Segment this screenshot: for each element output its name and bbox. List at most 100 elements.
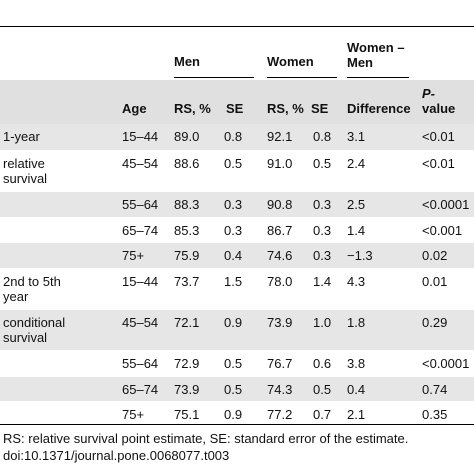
table-row: 55–64 72.9 0.5 76.7 0.6 3.8 <0.0001 <box>0 351 474 377</box>
cell-difference: 1.8 <box>347 315 366 330</box>
cell-rs-men: 89.0 <box>174 129 200 144</box>
column-header-pvalue-line1: P- <box>422 86 435 101</box>
footnote-definitions: RS: relative survival point estimate, SE… <box>3 431 409 446</box>
header-women: Women <box>267 54 314 69</box>
cell-difference: 0.4 <box>347 382 366 397</box>
table-row: 65–74 85.3 0.3 86.7 0.3 1.4 <0.001 <box>0 218 474 243</box>
table-row: 1-year 15–44 89.0 0.8 92.1 0.8 3.1 <0.01 <box>0 124 474 151</box>
cell-se-women: 0.5 <box>313 156 332 171</box>
cell-age: 15–44 <box>122 274 159 289</box>
table-row: relative survival 45–54 88.6 0.5 91.0 0.5 2.4 <… <box>0 151 474 192</box>
row-separator <box>0 268 474 269</box>
cell-age: 65–74 <box>122 382 159 397</box>
column-header-se-women: SE <box>311 101 329 116</box>
cell-se-men: 0.3 <box>224 223 243 238</box>
cell-age: 65–74 <box>122 223 159 238</box>
cell-rs-women: 74.6 <box>267 248 293 263</box>
cell-pvalue: <0.01 <box>422 129 455 144</box>
cell-age: 55–64 <box>122 356 159 371</box>
cell-pvalue: <0.0001 <box>422 356 470 371</box>
table-top-rule <box>0 26 474 27</box>
table-row: 75+ 75.1 0.9 77.2 0.7 2.1 0.35 <box>0 402 474 424</box>
header-difference-line2: Men <box>347 55 373 70</box>
table-row: conditional survival 45–54 72.1 0.9 73.9 1.0 1… <box>0 310 474 351</box>
cell-pvalue: 0.02 <box>422 248 448 263</box>
cell-difference: −1.3 <box>347 248 373 263</box>
cell-pvalue: 0.74 <box>422 382 448 397</box>
cell-pvalue: 0.35 <box>422 407 448 422</box>
cell-rs-men: 88.3 <box>174 197 200 212</box>
cell-rs-men: 72.1 <box>174 315 200 330</box>
cell-label: conditional survival <box>3 315 66 345</box>
cell-se-women: 0.5 <box>313 382 332 397</box>
row-separator <box>0 376 474 377</box>
cell-age: 55–64 <box>122 197 159 212</box>
cell-age: 45–54 <box>122 156 159 171</box>
cell-rs-men: 75.1 <box>174 407 200 422</box>
row-separator <box>0 309 474 310</box>
cell-se-men: 0.9 <box>224 407 243 422</box>
cell-rs-men: 73.9 <box>174 382 200 397</box>
cell-se-women: 0.3 <box>313 248 332 263</box>
cell-pvalue: 0.29 <box>422 315 448 330</box>
cell-se-women: 1.4 <box>313 274 332 289</box>
cell-se-women: 0.3 <box>313 223 332 238</box>
row-separator <box>0 350 474 351</box>
cell-se-men: 0.8 <box>224 129 243 144</box>
table-row: 55–64 88.3 0.3 90.8 0.3 2.5 <0.0001 <box>0 192 474 218</box>
cell-label: relative survival <box>3 156 48 186</box>
cell-pvalue: <0.01 <box>422 156 455 171</box>
column-header-rs-men: RS, % <box>174 101 211 116</box>
row-separator <box>0 401 474 402</box>
cell-se-men: 0.3 <box>224 197 243 212</box>
table-row: 2nd to 5th year 15–44 73.7 1.5 78.0 1.4 4.3 0.0… <box>0 269 474 310</box>
cell-rs-women: 76.7 <box>267 356 293 371</box>
column-header-age: Age <box>122 101 147 116</box>
difference-underline <box>347 77 409 78</box>
cell-rs-women: 78.0 <box>267 274 293 289</box>
cell-rs-men: 72.9 <box>174 356 200 371</box>
men-underline <box>174 77 254 78</box>
cell-se-women: 1.0 <box>313 315 332 330</box>
cell-age: 75+ <box>122 248 145 263</box>
cell-age: 15–44 <box>122 129 159 144</box>
column-header-difference: Difference <box>347 101 411 116</box>
cell-rs-men: 85.3 <box>174 223 200 238</box>
cell-difference: 2.1 <box>347 407 366 422</box>
cell-rs-men: 73.7 <box>174 274 200 289</box>
column-header-row <box>0 80 474 124</box>
cell-difference: 3.8 <box>347 356 366 371</box>
cell-rs-men: 75.9 <box>174 248 200 263</box>
cell-difference: 2.4 <box>347 156 366 171</box>
cell-age: 75+ <box>122 407 145 422</box>
cell-se-men: 0.4 <box>224 248 243 263</box>
cell-rs-women: 92.1 <box>267 129 293 144</box>
cell-difference: 1.4 <box>347 223 366 238</box>
header-men: Men <box>174 54 200 69</box>
cell-pvalue: <0.0001 <box>422 197 470 212</box>
cell-rs-men: 88.6 <box>174 156 200 171</box>
cell-se-men: 1.5 <box>224 274 243 289</box>
cell-rs-women: 91.0 <box>267 156 293 171</box>
table-row: 65–74 73.9 0.5 74.3 0.5 0.4 0.74 <box>0 377 474 402</box>
women-underline <box>267 77 337 78</box>
row-separator <box>0 191 474 192</box>
cell-se-women: 0.8 <box>313 129 332 144</box>
cell-label: 2nd to 5th year <box>3 274 61 304</box>
header-difference-line1: Women – <box>347 40 405 55</box>
cell-se-men: 0.5 <box>224 356 243 371</box>
cell-difference: 3.1 <box>347 129 366 144</box>
row-separator <box>0 217 474 218</box>
row-separator <box>0 150 474 151</box>
cell-se-women: 0.7 <box>313 407 332 422</box>
cell-se-men: 0.5 <box>224 382 243 397</box>
cell-rs-women: 74.3 <box>267 382 293 397</box>
row-separator <box>0 242 474 243</box>
cell-se-men: 0.9 <box>224 315 243 330</box>
cell-rs-women: 77.2 <box>267 407 293 422</box>
table-row: 75+ 75.9 0.4 74.6 0.3 −1.3 0.02 <box>0 243 474 269</box>
cell-difference: 2.5 <box>347 197 366 212</box>
column-header-pvalue-line2: value <box>422 101 456 116</box>
cell-rs-women: 90.8 <box>267 197 293 212</box>
cell-label: 1-year <box>3 129 40 144</box>
